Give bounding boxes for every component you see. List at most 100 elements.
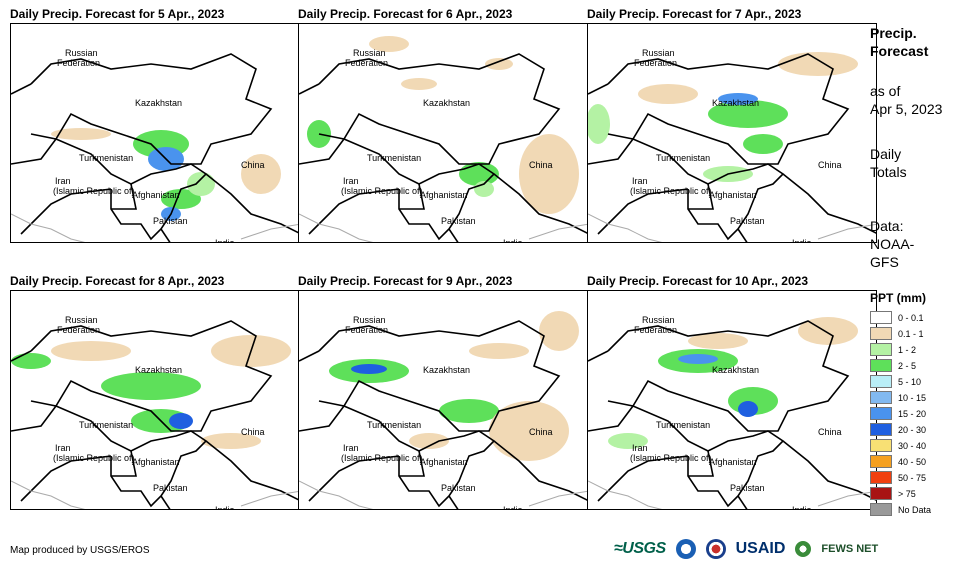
precip-map: Russian Federation Kazakhstan Turkmenistan I… (587, 23, 877, 243)
precip-area (608, 433, 648, 449)
country-label: Pakistan (730, 216, 765, 226)
usaid-logo: USAID (735, 540, 786, 557)
fews-net-logo: FEWS NET (821, 543, 879, 555)
country-label: Russian (353, 315, 386, 325)
precip-area (539, 311, 579, 351)
precip-area (718, 93, 758, 105)
side-title-line2: Forecast (870, 43, 929, 59)
coastline (11, 480, 299, 509)
country-label: (Islamic Republic of) (341, 453, 423, 463)
precip-area (638, 84, 698, 104)
country-border (448, 228, 459, 242)
country-border (111, 450, 137, 477)
country-label: Kazakhstan (135, 98, 183, 108)
country-label: Afghanistan (132, 190, 180, 200)
coastline (11, 213, 299, 242)
precip-area (401, 78, 437, 90)
country-label: Turkmenistan (656, 153, 711, 163)
legend-label: 2 - 5 (898, 360, 917, 371)
country-label: Afghanistan (420, 457, 468, 467)
map-canvas (299, 36, 587, 242)
country-border (30, 320, 273, 432)
country-border (597, 455, 689, 502)
country-border (20, 188, 112, 235)
side-title-line1: Precip. (870, 25, 917, 41)
usgs-logo: ≈USGS (614, 540, 666, 557)
country-border (343, 405, 496, 508)
country-border (11, 350, 32, 362)
precip-map: Russian Federation Kazakhstan Turkmenistan I… (10, 290, 300, 510)
country-label: Russian (65, 48, 98, 58)
country-border (493, 440, 587, 501)
country-border (782, 173, 876, 234)
precip-map: Russian Federation Kazakhstan Turkmenistan I… (298, 290, 588, 510)
country-label: Iran (55, 443, 71, 453)
precip-area (469, 343, 529, 359)
country-border (160, 228, 171, 242)
country-border (55, 138, 208, 241)
country-label: China (818, 427, 842, 437)
country-border (448, 495, 459, 509)
credit-text: Map produced by USGS/EROS (10, 545, 150, 556)
coastline (299, 213, 587, 242)
country-label: India (792, 505, 812, 510)
panel-title: Daily Precip. Forecast for 5 Apr., 2023 (10, 7, 225, 21)
precip-area (489, 401, 569, 461)
side-data-line3: GFS (870, 254, 899, 270)
legend-swatch (870, 311, 892, 324)
country-label: (Islamic Republic of) (630, 186, 712, 196)
legend-label: 15 - 20 (898, 408, 927, 419)
precip-area (11, 353, 51, 369)
map-canvas (11, 53, 299, 242)
precip-area (201, 433, 261, 449)
legend-swatch (870, 375, 892, 388)
precip-area (678, 354, 718, 364)
map-canvas (588, 317, 876, 509)
fews-globe-icon (795, 541, 812, 557)
country-border (11, 405, 57, 432)
country-label: China (529, 160, 553, 170)
side-totals: Daily Totals (870, 145, 907, 181)
country-border (205, 173, 299, 234)
legend-swatch (870, 471, 892, 484)
legend-label: 30 - 40 (898, 440, 927, 451)
country-label: Iran (632, 443, 648, 453)
panel-title: Daily Precip. Forecast for 8 Apr., 2023 (10, 274, 225, 288)
country-border (688, 183, 714, 210)
precip-map: Russian Federation Kazakhstan Turkmenistan I… (10, 23, 300, 243)
side-asof-line1: as of (870, 83, 901, 99)
country-border (318, 53, 561, 165)
country-label: Pakistan (441, 483, 476, 493)
legend-label: 5 - 10 (898, 376, 922, 387)
country-label: Pakistan (153, 216, 188, 226)
precip-area (169, 413, 193, 429)
side-asof: as of Apr 5, 2023 (870, 82, 942, 118)
country-label: Federation (57, 58, 101, 68)
legend-label: 20 - 30 (898, 424, 927, 435)
country-border (632, 138, 785, 241)
precip-area (351, 364, 387, 374)
legend-item: 30 - 40 (870, 437, 926, 454)
country-label: (Islamic Republic of) (630, 453, 712, 463)
precip-area (161, 189, 201, 209)
precip-area (588, 104, 610, 144)
country-label: Russian (642, 315, 675, 325)
country-label: China (529, 427, 553, 437)
precip-area (439, 399, 499, 423)
country-border (588, 405, 634, 432)
precip-area (688, 333, 748, 349)
country-label: Kazakhstan (423, 98, 471, 108)
country-label: Kazakhstan (423, 365, 471, 375)
noaa-logo-icon (675, 539, 696, 559)
country-label: Afghanistan (420, 190, 468, 200)
precip-area (51, 341, 131, 361)
legend-item: 15 - 20 (870, 405, 926, 422)
country-border (111, 183, 137, 210)
legend-label: > 75 (898, 488, 916, 499)
country-border (11, 138, 57, 165)
country-label: (Islamic Republic of) (341, 186, 423, 196)
side-data-line2: NOAA- (870, 236, 915, 252)
country-label: (Islamic Republic of) (53, 186, 135, 196)
logo-bar: ≈USGS USAID FEWS NET (614, 539, 878, 559)
country-label: Pakistan (730, 483, 765, 493)
